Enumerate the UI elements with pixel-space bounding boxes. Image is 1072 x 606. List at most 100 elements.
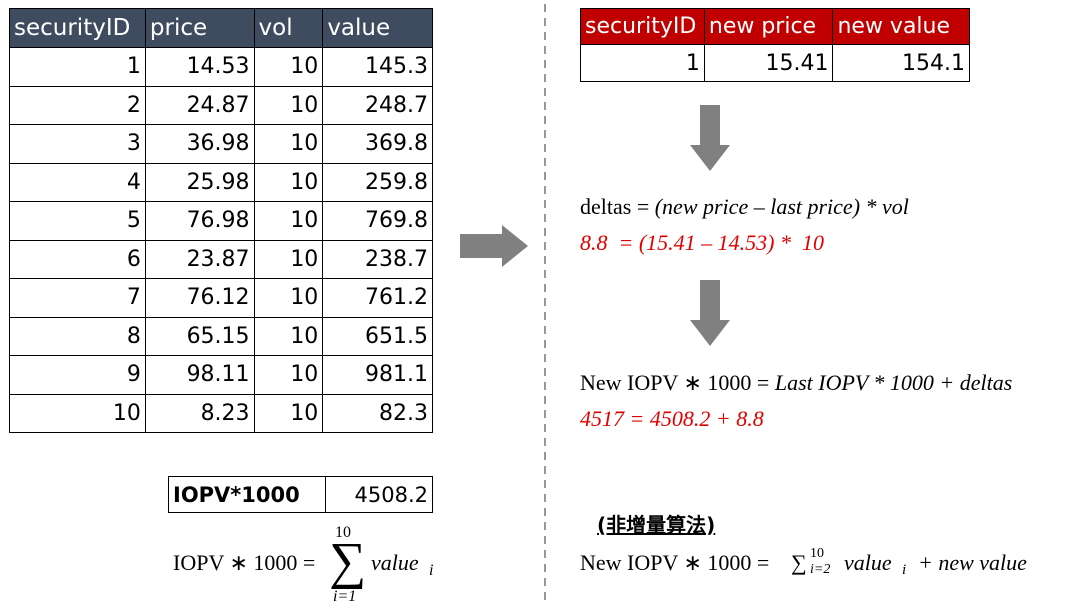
lhs: New IOPV ∗ 1000 =: [580, 550, 770, 575]
cell: 76.12: [144, 278, 255, 318]
lower: i=1: [333, 588, 357, 605]
cell: 10: [253, 85, 324, 125]
sigma: ∑: [329, 533, 367, 590]
cell: 24.87: [144, 85, 255, 125]
cell: 2: [9, 85, 146, 125]
deltas-formula: deltas = (new price – last price) * vol: [580, 194, 909, 220]
header-cell: price: [144, 8, 255, 48]
cell: 259.8: [322, 162, 433, 202]
header-cell: vol: [253, 8, 324, 48]
row: 1 15.41 154.1: [580, 44, 970, 82]
left-formula: IOPV ∗ 1000 = 10 ∑ i=1 value i: [173, 520, 453, 606]
down-arrow: [690, 105, 730, 171]
cell: 10: [253, 355, 324, 395]
note: (非增量算法): [597, 513, 716, 537]
header-row: securityID price vol value: [9, 8, 433, 48]
cell: 10: [253, 393, 324, 433]
cell: 8: [9, 316, 146, 356]
sub: i: [902, 562, 907, 578]
cell: 25.98: [144, 162, 255, 202]
cell: 76.98: [144, 201, 255, 241]
rhs: Last IOPV * 1000 + deltas: [774, 370, 1013, 395]
row: 9 98.11 10 981.1: [9, 355, 433, 395]
label: IOPV*1000: [168, 476, 326, 513]
value: 4508.2: [325, 476, 433, 513]
upper: 10: [335, 524, 351, 541]
row: IOPV*1000 4508.2: [168, 476, 433, 513]
bottom-formula: New IOPV ∗ 1000 = ∑ 10 i=2 value i + new…: [580, 546, 1060, 600]
cell: 10: [253, 239, 324, 279]
cell: 238.7: [322, 239, 433, 279]
cell: 6: [9, 239, 146, 279]
arrow-shape: [690, 280, 730, 346]
cell: 8.23: [144, 393, 255, 433]
cell: 9: [9, 355, 146, 395]
cell: 651.5: [322, 316, 433, 356]
sub: i: [429, 562, 434, 579]
row: 10 8.23 10 82.3: [9, 393, 433, 433]
cell: 10: [253, 124, 324, 164]
row: 2 24.87 10 248.7: [9, 85, 433, 125]
arrow-shape: [690, 105, 730, 171]
row: 6 23.87 10 238.7: [9, 239, 433, 279]
cell: 10: [253, 162, 324, 202]
cell: 10: [253, 278, 324, 318]
cell: 248.7: [322, 85, 433, 125]
header-cell: securityID: [580, 8, 705, 45]
header-cell: new price: [703, 8, 834, 45]
row: 4 25.98 10 259.8: [9, 162, 433, 202]
cell: 10: [9, 393, 146, 433]
new-iopv-example: 4517 = 4508.2 + 8.8: [580, 406, 764, 431]
cell: 154.1: [832, 44, 970, 82]
rhs: (new price – last price) * vol: [654, 194, 909, 219]
cell: 5: [9, 201, 146, 241]
header-cell: securityID: [9, 8, 146, 48]
cell: 1: [580, 44, 705, 82]
right-arrow: [460, 225, 528, 267]
cell: 1: [9, 47, 146, 87]
term: value: [371, 550, 419, 575]
cell: 15.41: [703, 44, 834, 82]
arrow-shape: [460, 225, 528, 267]
sigma: ∑: [791, 550, 807, 575]
lower: i=2: [810, 562, 831, 577]
cell: 145.3: [322, 47, 433, 87]
cell: 3: [9, 124, 146, 164]
cell: 769.8: [322, 201, 433, 241]
down-arrow: [690, 280, 730, 346]
cell: 7: [9, 278, 146, 318]
row: 8 65.15 10 651.5: [9, 316, 433, 356]
cell: 369.8: [322, 124, 433, 164]
cell: 10: [253, 316, 324, 356]
new-price-table: securityID new price new value 1 15.41 154.1: [580, 8, 970, 82]
lhs: deltas =: [580, 194, 650, 219]
rest: + new value: [918, 550, 1027, 575]
deltas-example: 8.8 = (15.41 – 14.53) * 10: [580, 230, 824, 255]
divider: [544, 4, 546, 602]
row: 3 36.98 10 369.8: [9, 124, 433, 164]
iopv-box: IOPV*1000 4508.2: [168, 476, 433, 513]
price-table: securityID price vol value 1 14.53 10 145.3 2 24.…: [9, 8, 433, 433]
new-iopv-formula: New IOPV ∗ 1000 = Last IOPV * 1000 + del…: [580, 370, 1012, 396]
cell: 65.15: [144, 316, 255, 356]
cell: 82.3: [322, 393, 433, 433]
term: value: [844, 550, 892, 575]
row: 7 76.12 10 761.2: [9, 278, 433, 318]
cell: 36.98: [144, 124, 255, 164]
cell: 23.87: [144, 239, 255, 279]
cell: 761.2: [322, 278, 433, 318]
header-cell: new value: [832, 8, 970, 45]
lhs: IOPV ∗ 1000 =: [173, 550, 316, 575]
header-row: securityID new price new value: [580, 8, 970, 45]
cell: 98.11: [144, 355, 255, 395]
cell: 14.53: [144, 47, 255, 87]
cell: 4: [9, 162, 146, 202]
cell: 981.1: [322, 355, 433, 395]
row: 1 14.53 10 145.3: [9, 47, 433, 87]
cell: 10: [253, 201, 324, 241]
upper: 10: [810, 546, 824, 561]
row: 5 76.98 10 769.8: [9, 201, 433, 241]
cell: 10: [253, 47, 324, 87]
header-cell: value: [322, 8, 433, 48]
